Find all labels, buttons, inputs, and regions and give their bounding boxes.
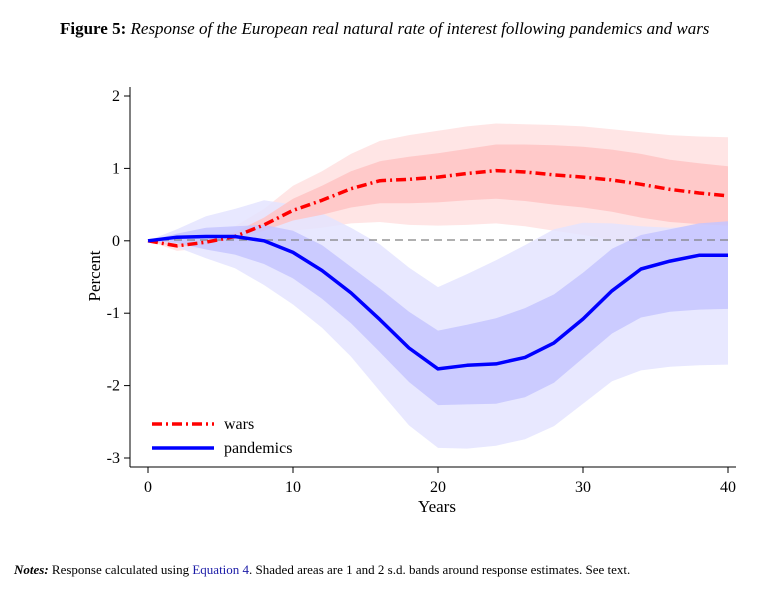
notes-text-after: . Shaded areas are 1 and 2 s.d. bands ar… — [249, 562, 631, 577]
equation-link[interactable]: Equation 4 — [192, 562, 250, 577]
pandemics-line — [147, 234, 728, 371]
legend-label-wars: wars — [224, 416, 254, 433]
y-tick-label: 2 — [112, 88, 120, 105]
x-tick-label: 30 — [575, 479, 591, 496]
x-axis-label: Years — [418, 497, 456, 516]
y-tick-label: 1 — [112, 160, 120, 177]
y-tick-label: -1 — [107, 305, 120, 322]
y-tick-label: -3 — [107, 450, 120, 467]
figure-caption: Figure 5: Response of the European real … — [60, 19, 775, 39]
figure-notes: Notes: Response calculated using Equatio… — [14, 562, 630, 578]
notes-text-before: Response calculated using — [51, 562, 193, 577]
wars-band-1sd — [148, 144, 728, 248]
axes — [129, 87, 736, 468]
pandemics-band-1sd — [148, 221, 728, 406]
legend-label-pandemics: pandemics — [224, 440, 292, 457]
notes-label: Notes: — [14, 562, 49, 577]
y-tick-label: -2 — [107, 378, 120, 395]
x-ticks: 0 10 20 30 40 — [144, 467, 736, 496]
y-ticks: 2 1 0 -1 -2 -3 — [107, 88, 130, 467]
y-tick-label: 0 — [112, 233, 120, 250]
x-tick-label: 40 — [720, 479, 736, 496]
y-axis-label: Percent — [85, 250, 104, 301]
figure-title: Response of the European real natural ra… — [130, 19, 710, 38]
legend: wars pandemics — [152, 416, 292, 457]
wars-line — [147, 168, 729, 248]
x-tick-label: 0 — [144, 479, 152, 496]
confidence-bands — [148, 123, 728, 449]
series-lines — [147, 168, 729, 371]
x-tick-label: 20 — [430, 479, 446, 496]
figure-label: Figure 5: — [60, 19, 127, 38]
x-tick-label: 10 — [285, 479, 301, 496]
